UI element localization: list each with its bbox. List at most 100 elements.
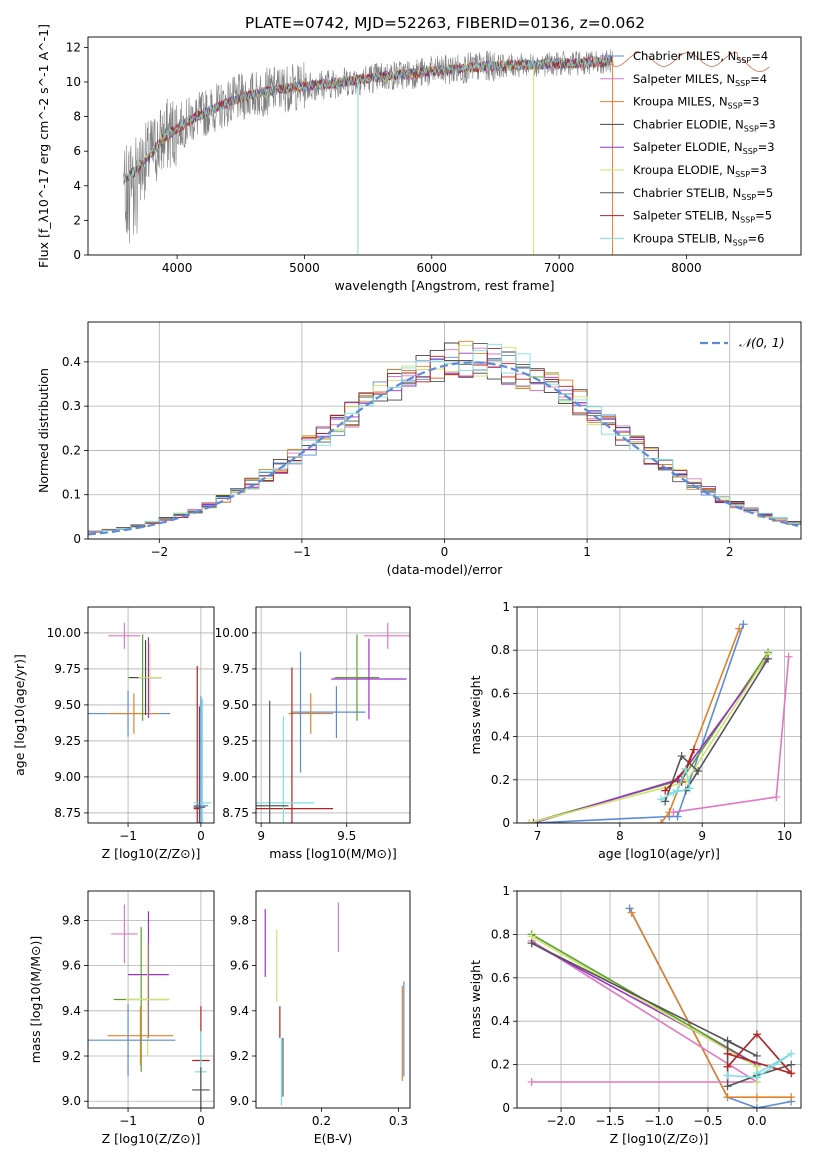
y-tick-label: 0.1 xyxy=(62,488,81,502)
plot-area-residual_hist xyxy=(88,340,801,536)
weight-marker xyxy=(694,767,703,776)
errorbar-point xyxy=(107,1006,174,1066)
plot-area-age_vs_Z xyxy=(88,622,212,823)
y-tick-label: 9.50 xyxy=(222,698,249,712)
y-tick-label: 6 xyxy=(73,144,81,158)
y-tick-label: 8.75 xyxy=(54,806,81,820)
y-tick-label: 9.4 xyxy=(62,1004,81,1018)
weight-marker xyxy=(529,819,538,823)
x-tick-label: −1 xyxy=(119,1114,137,1128)
chart-weight_vs_age: 7 8 9 10 0 0.2 0.4 0.6 0.8 1 age [log10(age/yr)] ma… xyxy=(468,600,802,861)
errorbar-point xyxy=(291,651,310,773)
legend-model-name: Chabrier ELODIE, N xyxy=(633,117,744,131)
weight-marker xyxy=(787,1093,796,1102)
axes-frame xyxy=(87,890,215,1109)
weight-marker xyxy=(752,1093,761,1102)
weight-marker xyxy=(787,1069,796,1078)
axes-frame xyxy=(255,890,411,1109)
y-tick-label: 0.4 xyxy=(491,1014,510,1028)
y-tick-label: 10.00 xyxy=(47,626,81,640)
y-tick-label: 0.4 xyxy=(491,730,510,744)
weight-marker xyxy=(739,620,748,629)
weight-marker xyxy=(723,1071,732,1080)
errorbar-point xyxy=(193,706,206,823)
weight-marker xyxy=(661,786,670,795)
y-tick-label: 0.4 xyxy=(62,355,81,369)
y-tick-label: 9.6 xyxy=(230,959,249,973)
weight-series-kroupa_miles xyxy=(630,912,792,1098)
errorbar-point xyxy=(138,643,162,713)
plots-layer: 4000 5000 6000 7000 8000024681012wavelength … xyxy=(12,24,802,1146)
legend-nssp-value: =4 xyxy=(750,72,767,86)
y-tick-label: 9.4 xyxy=(230,1004,249,1018)
legend-nssp-value: =5 xyxy=(755,209,772,223)
x-tick-label: 0.0 xyxy=(747,1114,766,1128)
plot-area-weight_vs_Z xyxy=(527,904,796,1108)
legend-entry-kroupa_stelib: Kroupa STELIB, NSSP=6 xyxy=(633,231,764,247)
y-tick-label: 4 xyxy=(73,179,81,193)
x-tick-label: −1 xyxy=(119,829,137,843)
weight-marker xyxy=(669,788,678,797)
x-axis-label: Z [log10(Z/Z⊙)] xyxy=(610,1131,709,1146)
figure-title: PLATE=0742, MJD=52263, FIBERID=0136, z=0… xyxy=(245,14,645,32)
legend-nssp-subscript: SSP xyxy=(741,193,756,202)
chart-age_vs_mass: 9 9.5 8.75 9.00 9.25 9.50 9.75 10.00 mass [log10… xyxy=(215,606,411,861)
errorbar-point xyxy=(111,904,138,964)
legend-nssp-subscript: SSP xyxy=(735,170,750,179)
axes-frame xyxy=(516,606,802,824)
weight-marker xyxy=(723,1036,732,1045)
errorbar-point xyxy=(334,634,380,721)
x-tick-label: 0 xyxy=(441,545,449,559)
y-axis-label: mass weight xyxy=(468,960,483,1039)
legend-model-name: Chabrier MILES, N xyxy=(633,49,736,63)
legend-model-name: Salpeter MILES, N xyxy=(633,72,735,86)
x-tick-label: −2.0 xyxy=(546,1114,575,1128)
y-tick-label: 9.25 xyxy=(222,734,249,748)
weight-series-green_model xyxy=(529,651,769,823)
legend-nssp-value: =3 xyxy=(743,95,760,109)
weight-marker xyxy=(677,752,686,761)
weight-marker xyxy=(527,1077,536,1086)
axes-frame xyxy=(87,606,215,824)
plot-area-spectrum xyxy=(123,49,770,255)
plot-area-age_vs_mass xyxy=(256,622,410,823)
errorbar-point xyxy=(193,696,209,823)
errorbar-point xyxy=(331,638,407,720)
y-tick-label: 9.6 xyxy=(62,959,81,973)
y-tick-label: 9.00 xyxy=(54,770,81,784)
x-tick-label: 7000 xyxy=(544,261,575,275)
y-tick-label: 9.75 xyxy=(54,662,81,676)
plot-area-weight_vs_age xyxy=(525,620,793,823)
y-tick-label: 8 xyxy=(73,110,81,124)
weight-series-salpeter_stelib xyxy=(664,749,695,792)
weight-series-salpeter_stelib xyxy=(727,1032,794,1075)
x-tick-label: 6000 xyxy=(416,261,447,275)
y-tick-label: 9.2 xyxy=(230,1049,249,1063)
weight-marker xyxy=(661,797,670,806)
chart-mass_vs_Z: −1 0 9.0 9.2 9.4 9.6 9.8 Z [log10(Z/Z⊙)] mass [l… xyxy=(28,890,215,1146)
errorbar-point xyxy=(108,693,160,734)
weight-marker xyxy=(752,1104,761,1108)
legend-entry-kroupa_miles: Kroupa MILES, NSSP=3 xyxy=(633,95,759,111)
weight-marker xyxy=(527,939,536,948)
legend-nssp-subscript: SSP xyxy=(743,147,758,156)
weight-marker xyxy=(752,1030,761,1039)
y-axis-label: mass weight xyxy=(468,675,483,754)
errorbar-point xyxy=(128,911,169,1038)
chart-age_vs_Z: −1 0 8.75 9.00 9.25 9.50 9.75 10.00 Z [log10(Z/Z… xyxy=(12,606,215,861)
y-axis-label: age [log10(age/yr)] xyxy=(12,654,27,776)
weight-marker xyxy=(669,808,678,817)
x-axis-label: wavelength [Angstrom, rest frame] xyxy=(334,278,554,293)
weight-marker xyxy=(657,795,666,804)
x-tick-label: 8000 xyxy=(671,261,702,275)
legend-model-name: Kroupa MILES, N xyxy=(633,95,728,109)
normal-distribution-curve xyxy=(88,361,799,536)
x-tick-label: −1 xyxy=(293,545,311,559)
legend-model-name: Kroupa ELODIE, N xyxy=(633,163,735,177)
errorbar-point xyxy=(288,693,333,734)
y-tick-label: 0.8 xyxy=(491,643,510,657)
x-tick-label: 0 xyxy=(197,829,205,843)
legend-nssp-value: =4 xyxy=(751,49,768,63)
weight-marker xyxy=(657,819,666,823)
weight-series-chabrier_miles xyxy=(533,624,745,823)
